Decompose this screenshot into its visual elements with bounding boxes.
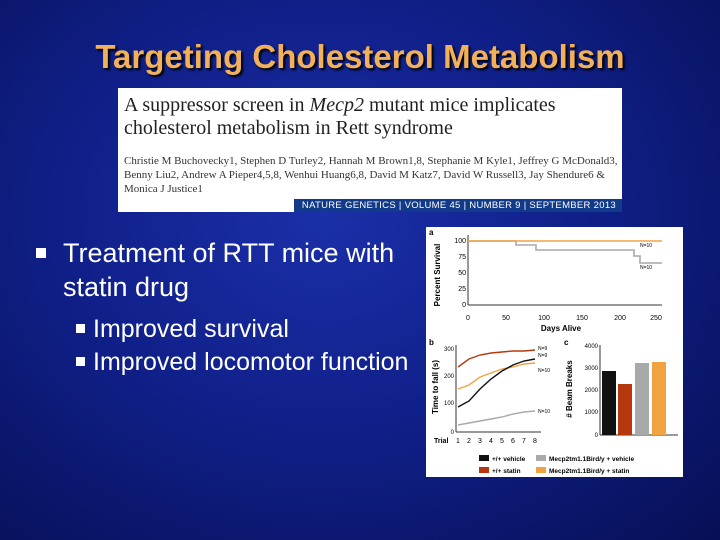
bar-mut-vehicle [635, 363, 649, 435]
rotarod-wt-statin [457, 349, 536, 368]
bullet-sub1-text: Improved survival [93, 315, 289, 343]
panel-b-n-label: N=10 [538, 409, 550, 415]
bar-wt-statin [618, 384, 632, 435]
paper-authors: Christie M Buchovecky1, Stephen D Turley… [124, 155, 618, 195]
legend-swatch-mut-statin [536, 467, 546, 473]
panel-b-ytick: 0 [451, 430, 455, 436]
panel-c-label: c [564, 338, 569, 347]
panel-b-ytick: 200 [444, 374, 455, 380]
bullet-list: Treatment of RTT mice with statin drug I… [36, 236, 443, 379]
panel-b-xtick: 4 [489, 438, 493, 445]
slide-title: Targeting Cholesterol Metabolism [95, 38, 625, 75]
panel-b-ytick: 100 [444, 401, 455, 407]
legend-swatch-mut-vehicle [536, 455, 546, 461]
panel-c-ylabel: # Beam Breaks [565, 360, 574, 418]
panel-b-ylabel: Time to fall (s) [431, 360, 440, 414]
legend-swatch-wt-statin [479, 467, 489, 473]
panel-a-ylabel: Percent Survival [433, 244, 442, 307]
panel-b-ytick: 300 [444, 347, 455, 353]
paper-title: A suppressor screen in Mecp2 mutant mice… [124, 94, 619, 140]
square-bullet-icon [36, 248, 46, 258]
panel-a-xtick: 100 [538, 315, 550, 322]
square-bullet-icon [76, 357, 85, 366]
panel-b-xlabel: Trial [434, 438, 448, 445]
panel-c-ytick: 2000 [585, 388, 599, 394]
panel-a-xtick: 150 [576, 315, 588, 322]
bullet-sub-survival: Improved survival [36, 313, 423, 346]
panel-a-ytick: 0 [462, 302, 466, 309]
panel-a-ytick: 50 [458, 270, 466, 277]
panel-b-n-label: N=9 [538, 346, 548, 352]
panel-b-label: b [429, 338, 434, 347]
legend-swatch-wt-vehicle [479, 455, 489, 461]
panel-a-xtick: 0 [466, 315, 470, 322]
panel-c-ytick: 0 [595, 433, 599, 439]
panel-c-ytick: 4000 [585, 344, 599, 350]
panel-a-ytick: 100 [454, 238, 466, 245]
square-bullet-icon [76, 324, 85, 333]
panel-b-xtick: 2 [467, 438, 471, 445]
bullet-sub2-text: Improved locomotor function [93, 348, 409, 376]
paper-title-part1: A suppressor screen in [124, 94, 310, 116]
panel-a-xtick: 50 [502, 315, 510, 322]
paper-header-image: A suppressor screen in Mecp2 mutant mice… [118, 88, 622, 212]
bar-wt-vehicle [602, 371, 616, 435]
rotarod-wt-vehicle [457, 358, 536, 408]
legend-label-mut-vehicle: Mecp2tm1.1Bird/y + vehicle [549, 456, 634, 463]
panel-a-xtick: 250 [650, 315, 662, 322]
panel-a-ytick: 25 [458, 286, 466, 293]
paper-title-part2: mutant mice implicates cholesterol metab… [124, 94, 556, 139]
panel-b-xtick: 7 [522, 438, 526, 445]
bullet-main: Treatment of RTT mice with statin drug [36, 236, 443, 304]
legend-label-wt-statin: +/+ statin [492, 468, 521, 475]
bar-mut-statin [652, 362, 666, 435]
panel-b-xtick: 1 [456, 438, 460, 445]
panel-b-xtick: 6 [511, 438, 515, 445]
panel-c-ytick: 3000 [585, 366, 599, 372]
panel-b-n-label: N=9 [538, 353, 548, 359]
rotarod-mut-statin [457, 362, 536, 390]
panel-b-xtick: 8 [533, 438, 537, 445]
panel-a-xtick: 200 [614, 315, 626, 322]
journal-citation: NATURE GENETICS | VOLUME 45 | NUMBER 9 |… [293, 199, 622, 212]
survival-curve-vehicle [468, 240, 662, 264]
panel-a-label: a [429, 228, 434, 237]
legend-label-mut-statin: Mecp2tm1.1Bird/y + statin [549, 468, 629, 475]
legend-label-wt-vehicle: +/+ vehicle [492, 456, 526, 463]
bullet-sub-locomotor: Improved locomotor function [36, 346, 423, 379]
rotarod-mut-vehicle [457, 410, 536, 426]
panel-a-xlabel: Days Alive [541, 324, 582, 333]
panel-b-xtick: 5 [500, 438, 504, 445]
panel-b-xtick: 3 [478, 438, 482, 445]
panel-a-n-label: N=10 [640, 243, 652, 249]
panel-b-n-label: N=10 [538, 368, 550, 374]
panel-c-ytick: 1000 [585, 410, 599, 416]
panel-a-n-label: N=10 [640, 265, 652, 271]
bullet-main-text: Treatment of RTT mice with statin drug [63, 238, 395, 302]
paper-title-gene: Mecp2 [309, 94, 364, 116]
panel-a-ytick: 75 [458, 254, 466, 261]
figure-panels: a Percent Survival 100 75 50 25 0 0 50 1… [426, 227, 683, 477]
